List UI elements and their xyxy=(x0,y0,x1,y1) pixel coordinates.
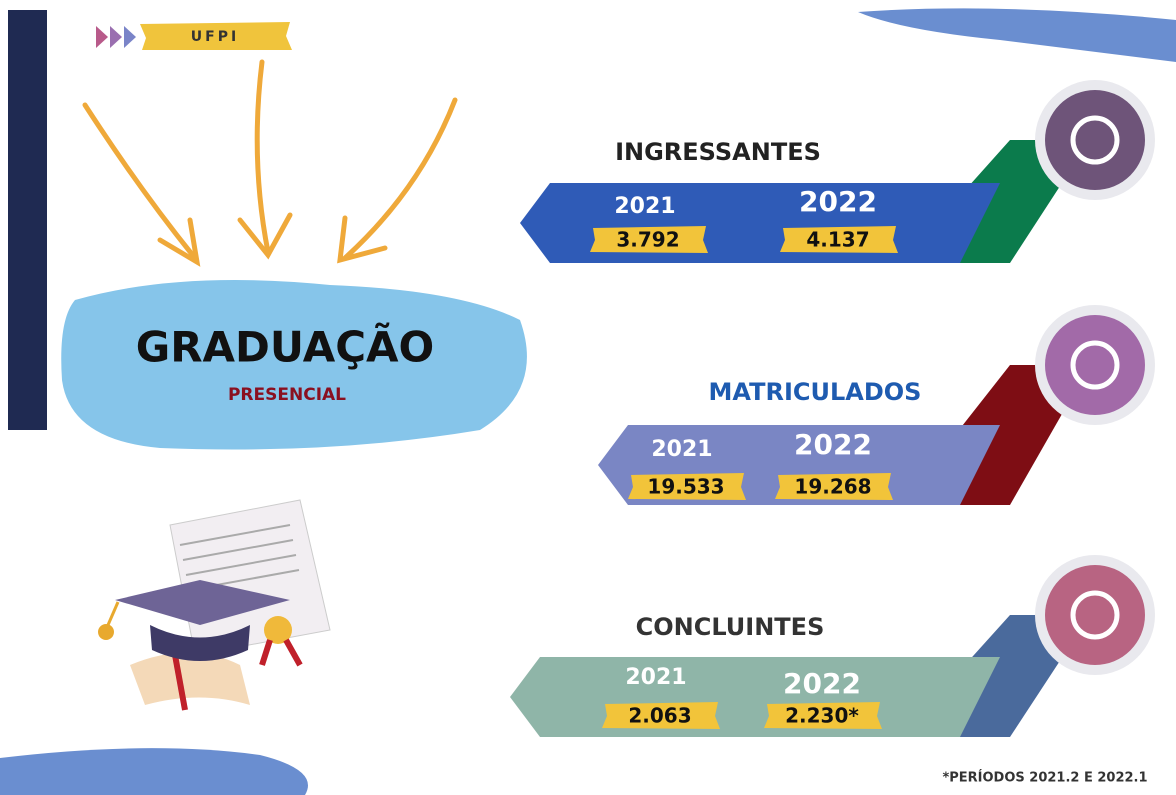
banner xyxy=(510,657,1000,737)
year-label: 2022 xyxy=(783,667,861,700)
blob xyxy=(858,8,1176,62)
badge: UFPI xyxy=(96,22,292,50)
section-title: MATRICULADOS xyxy=(709,378,922,406)
icon xyxy=(1045,565,1145,665)
main-subtitle: PRESENCIAL xyxy=(228,385,346,405)
footnote: *PERÍODOS 2021.2 E 2022.1 xyxy=(942,770,1147,786)
value-label: 3.792 xyxy=(616,228,679,252)
year-label: 2021 xyxy=(625,665,686,690)
main-title: GRADUAÇÃO xyxy=(136,322,435,372)
value-label: 19.268 xyxy=(794,475,871,499)
infographic: UFPI GRADUAÇÃO PRESENCIAL INGRESSANTES 20… xyxy=(0,0,1176,795)
year-label: 2021 xyxy=(651,437,712,462)
icon xyxy=(1045,90,1145,190)
value-label: 2.063 xyxy=(628,704,691,728)
arrows xyxy=(85,62,455,262)
year-label: 2022 xyxy=(794,428,872,461)
graduation-icon xyxy=(98,500,330,710)
year-label: 2022 xyxy=(799,185,877,218)
section-title: CONCLUINTES xyxy=(636,613,825,641)
value-label: 2.230* xyxy=(785,704,859,728)
value-label: 19.533 xyxy=(647,475,724,499)
value-label: 4.137 xyxy=(806,228,869,252)
section-title: INGRESSANTES xyxy=(615,138,821,166)
blob xyxy=(0,748,308,795)
side-bar xyxy=(8,10,47,430)
year-label: 2021 xyxy=(614,194,675,219)
badge-text: UFPI xyxy=(191,29,239,45)
icon xyxy=(1045,315,1145,415)
